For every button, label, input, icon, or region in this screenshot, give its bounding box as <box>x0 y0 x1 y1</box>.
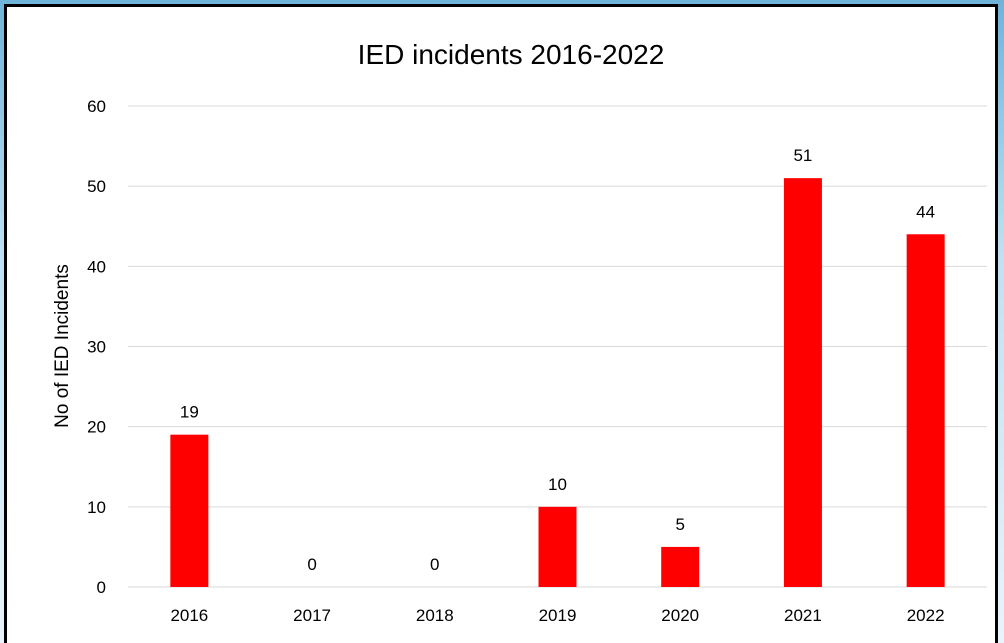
y-tick-label: 0 <box>97 578 106 597</box>
x-tick-label: 2019 <box>539 606 577 625</box>
x-tick-label: 2017 <box>293 606 331 625</box>
data-label: 10 <box>548 475 567 494</box>
bar <box>783 178 822 587</box>
bar <box>170 434 209 587</box>
chart-title: IED incidents 2016-2022 <box>358 39 665 70</box>
y-tick-label: 60 <box>87 97 106 116</box>
y-tick-label: 20 <box>87 418 106 437</box>
y-tick-label: 30 <box>87 338 106 357</box>
x-tick-label: 2022 <box>907 606 945 625</box>
data-label: 44 <box>916 202 935 221</box>
data-label: 51 <box>793 146 812 165</box>
y-tick-label: 50 <box>87 177 106 196</box>
x-tick-label: 2018 <box>416 606 454 625</box>
bar <box>906 234 945 587</box>
y-tick-label: 40 <box>87 257 106 276</box>
bars <box>170 178 945 587</box>
chart-frame <box>4 4 998 643</box>
bar <box>661 546 700 587</box>
x-tick-label: 2021 <box>784 606 822 625</box>
x-tick-label: 2016 <box>170 606 208 625</box>
x-axis-ticks: 2016 2017 2018 2019 2020 2021 2022 <box>170 606 944 625</box>
data-label: 19 <box>180 403 199 422</box>
y-tick-label: 10 <box>87 498 106 517</box>
x-tick-label: 2020 <box>661 606 699 625</box>
data-label: 0 <box>430 555 439 574</box>
data-label: 5 <box>675 515 684 534</box>
y-axis-title: No of IED Incidents <box>52 264 73 428</box>
bar <box>538 506 577 587</box>
y-axis-ticks: 0 10 20 30 40 50 60 <box>87 97 106 597</box>
data-label: 0 <box>307 555 316 574</box>
data-labels: 19 0 0 10 5 51 44 <box>180 146 935 574</box>
